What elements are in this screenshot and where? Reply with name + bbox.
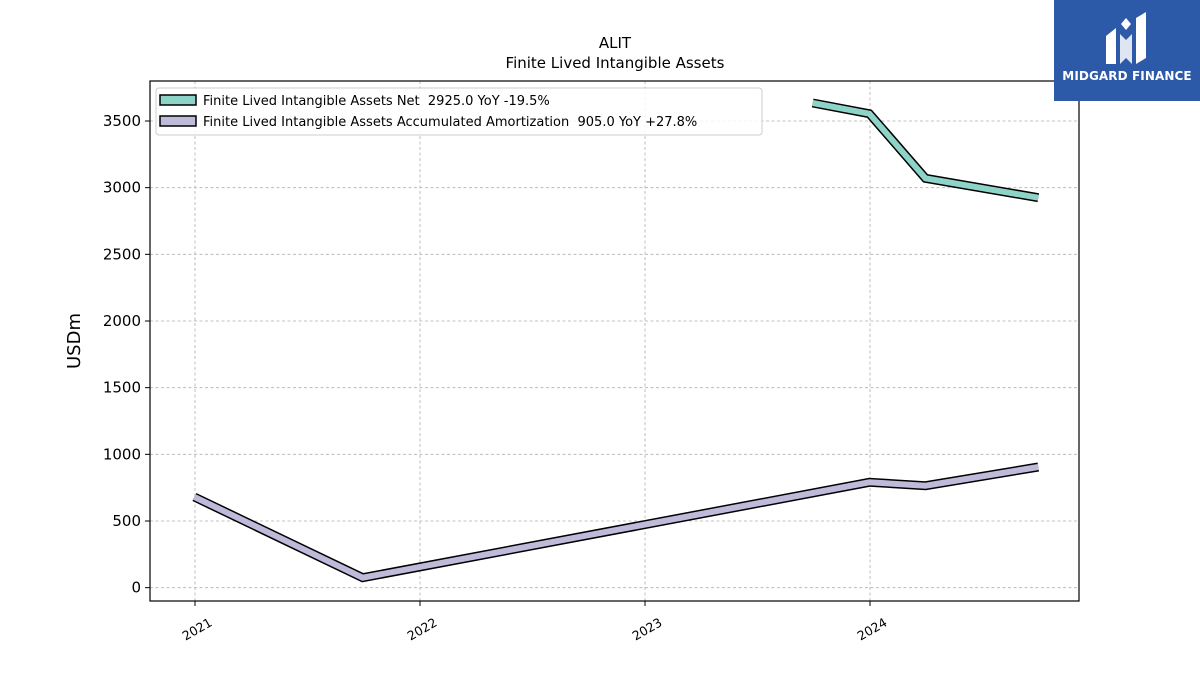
legend-swatch-1	[159, 115, 197, 127]
y-axis: 0 500 1000 1500 2000 2500 3000 3500	[103, 112, 150, 597]
y-tick-label: 3500	[103, 112, 141, 130]
data-point	[867, 480, 871, 484]
x-tick-label: 2023	[629, 615, 664, 644]
y-tick-label: 2000	[103, 312, 141, 330]
y-tick-label: 1000	[103, 445, 141, 463]
data-point	[1036, 196, 1040, 200]
grid	[150, 81, 1079, 601]
midgard-m-logo-icon	[1106, 12, 1146, 64]
data-point	[361, 576, 365, 580]
series-line-1	[193, 464, 1039, 581]
y-axis-label: USDm	[64, 313, 85, 369]
legend-label-1: Finite Lived Intangible Assets Accumulat…	[203, 115, 697, 130]
legend: Finite Lived Intangible Assets Net 2925.…	[155, 87, 763, 136]
legend-swatch-0	[159, 94, 197, 106]
brand-name: MIDGARD FINANCE	[1062, 69, 1192, 83]
x-axis: 2021 2022 2023 2024	[179, 601, 890, 644]
y-tick-label: 0	[131, 579, 141, 597]
data-point	[192, 495, 196, 499]
data-point	[867, 112, 871, 116]
data-point	[1036, 465, 1040, 469]
data-point	[924, 176, 928, 180]
y-tick-label: 2500	[103, 245, 141, 263]
data-point	[811, 101, 815, 105]
chart-subtitle: Finite Lived Intangible Assets	[506, 54, 725, 72]
x-tick-label: 2022	[404, 615, 439, 644]
y-tick-label: 1500	[103, 379, 141, 397]
legend-label-0: Finite Lived Intangible Assets Net 2925.…	[203, 94, 550, 109]
brand-logo: MIDGARD FINANCE	[1054, 0, 1200, 101]
y-tick-label: 500	[112, 512, 141, 530]
x-tick-label: 2021	[179, 615, 214, 644]
legend-box	[155, 87, 763, 136]
plot-frame	[149, 80, 1080, 602]
chart-title: ALIT	[599, 34, 632, 52]
series-layer	[192, 98, 1040, 583]
series-line-0	[812, 100, 1039, 201]
y-tick-label: 3000	[103, 179, 141, 197]
data-point	[924, 484, 928, 488]
series-outline-0	[811, 98, 1040, 203]
x-tick-label: 2024	[854, 615, 889, 644]
